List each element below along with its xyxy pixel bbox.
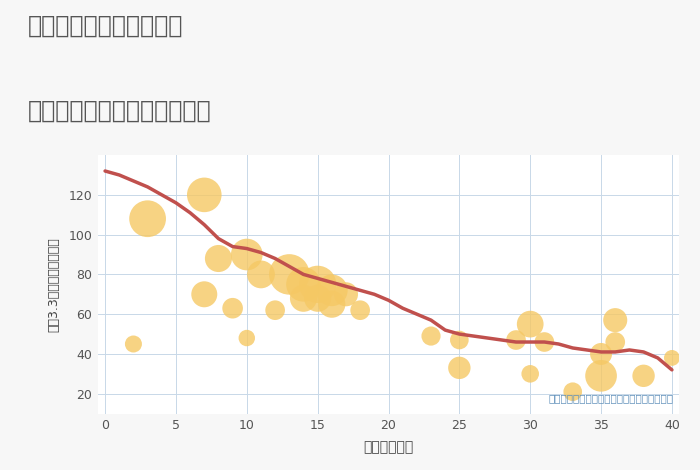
Point bbox=[142, 215, 153, 222]
Point bbox=[610, 316, 621, 324]
Point bbox=[539, 338, 550, 346]
Point bbox=[298, 281, 309, 288]
Point bbox=[638, 372, 649, 380]
Text: 円の大きさは、取引のあった物件面積を示す: 円の大きさは、取引のあった物件面積を示す bbox=[548, 393, 673, 403]
Point bbox=[312, 295, 323, 302]
Point bbox=[666, 354, 678, 362]
Point bbox=[340, 290, 351, 298]
Point bbox=[128, 340, 139, 348]
Point bbox=[454, 336, 465, 344]
Point bbox=[270, 306, 281, 314]
X-axis label: 築年数（年）: 築年数（年） bbox=[363, 440, 414, 454]
Point bbox=[596, 372, 607, 380]
Point bbox=[256, 271, 267, 278]
Point bbox=[199, 290, 210, 298]
Point bbox=[426, 332, 437, 340]
Point bbox=[241, 334, 253, 342]
Point bbox=[524, 370, 536, 377]
Point bbox=[326, 300, 337, 308]
Y-axis label: 坪（3.3㎡）単価（万円）: 坪（3.3㎡）単価（万円） bbox=[47, 237, 60, 332]
Text: 奈良県奈良市下狭川町の: 奈良県奈良市下狭川町の bbox=[28, 14, 183, 38]
Point bbox=[596, 350, 607, 358]
Point bbox=[213, 255, 224, 262]
Point bbox=[510, 336, 522, 344]
Point bbox=[241, 251, 253, 258]
Text: 築年数別中古マンション価格: 築年数別中古マンション価格 bbox=[28, 99, 211, 123]
Point bbox=[298, 295, 309, 302]
Point bbox=[312, 281, 323, 288]
Point bbox=[284, 271, 295, 278]
Point bbox=[326, 287, 337, 294]
Point bbox=[567, 388, 578, 395]
Point bbox=[227, 305, 238, 312]
Point bbox=[199, 191, 210, 199]
Point bbox=[355, 306, 366, 314]
Point bbox=[610, 338, 621, 346]
Point bbox=[524, 321, 536, 328]
Point bbox=[454, 364, 465, 372]
